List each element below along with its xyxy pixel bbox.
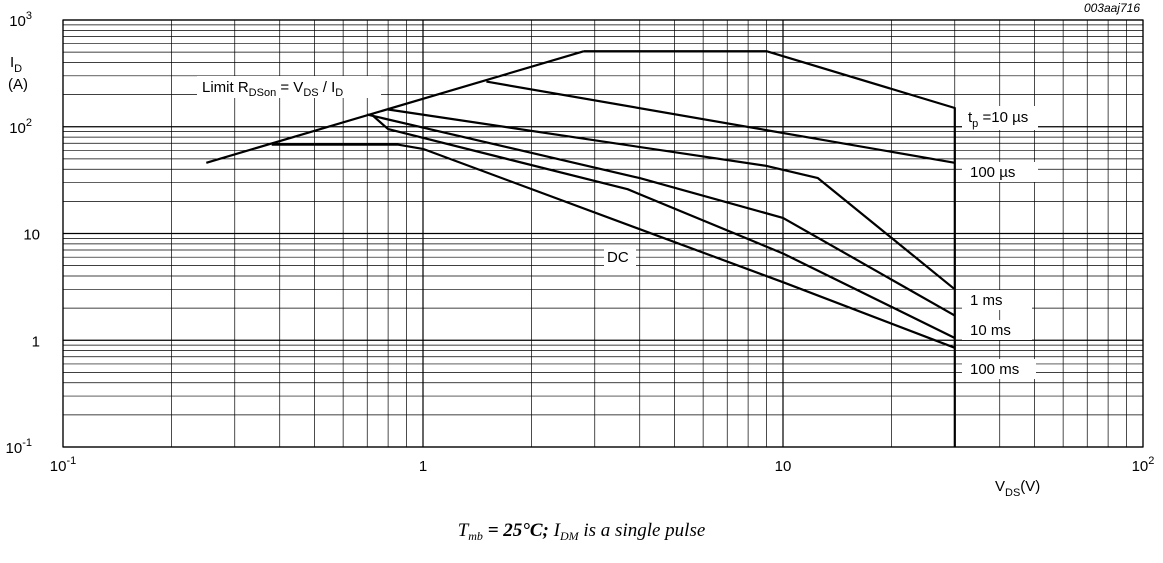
label-10ms: 10 ms [970,322,1011,339]
series-line-100-s [486,80,955,164]
figure-id: 003aaj716 [1084,1,1140,15]
series-line-tp-10-s [584,50,956,447]
label-1ms-bg [962,290,1032,310]
series-line-dc [271,143,956,349]
series-line-limit-rdson-vds-id [205,50,585,164]
y-tick-label: 10 [23,227,40,244]
series-line-10-ms [366,113,956,317]
series-line-100-ms [370,113,956,339]
dc-label: DC [607,249,629,266]
label-1ms: 1 ms [970,292,1003,309]
label-100ms-bg [962,359,1036,379]
y-axis-label: ID [10,54,22,75]
chart-grid [62,19,1144,448]
y-tick-label: 1 [32,333,40,350]
label-10ms-bg [962,320,1032,340]
x-tick-label: 102 [1132,455,1155,475]
y-axis-unit: (A) [8,76,28,93]
y-tick-label: 102 [9,117,32,137]
y-tick-label: 10-1 [6,437,32,457]
label-100us-bg [962,162,1038,182]
dc-label-bg [604,246,636,266]
limit-label-bg [197,76,381,98]
x-tick-label: 10 [775,458,792,475]
series-line-1-ms [387,108,956,291]
tp-10us-label: tp =10 µs [968,109,1028,130]
tp-label-bg [962,106,1038,130]
chart-caption: Tmb = 25°C; IDM is a single pulse [457,520,706,543]
tick-labels: 10-1 1 10 102 10-1 1 10 102 103 [6,10,1155,475]
limit-rdson-label: Limit RDSon = VDS / ID [202,79,343,99]
label-100ms: 100 ms [970,361,1019,378]
x-axis-label: VDS(V) [995,478,1040,499]
label-100us: 100 µs [970,164,1015,181]
x-tick-label: 1 [419,458,427,475]
x-tick-label: 10-1 [50,455,76,475]
chart-curves [205,50,956,447]
plot-frame [62,19,1144,448]
y-tick-label: 103 [9,10,32,30]
